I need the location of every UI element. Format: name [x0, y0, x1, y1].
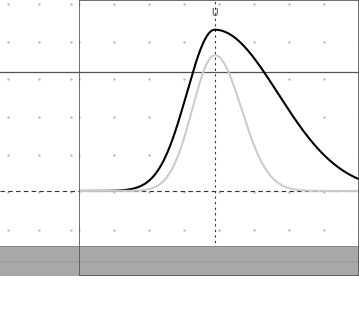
Text: U: U	[211, 8, 218, 18]
Bar	[0, 246, 79, 276]
Bar	[79, 246, 359, 276]
